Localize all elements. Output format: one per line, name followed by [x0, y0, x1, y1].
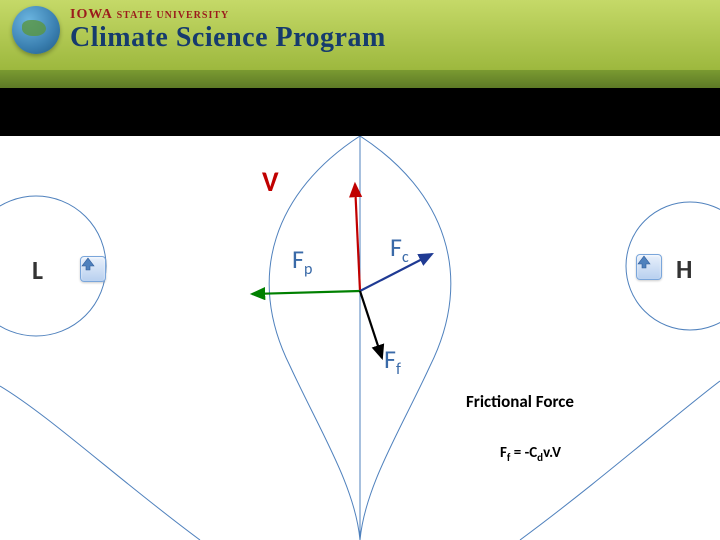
equation: Ff = -Cdv.V: [500, 444, 561, 464]
label-ff: Ff: [384, 343, 401, 379]
header: IOWA STATE UNIVERSITY Climate Science Pr…: [0, 0, 720, 88]
label-fp: Fp: [292, 243, 312, 279]
header-bottom-band: [0, 70, 720, 88]
header-text: IOWA STATE UNIVERSITY Climate Science Pr…: [70, 8, 386, 52]
up-arrow-low-icon: [80, 256, 106, 282]
globe-icon: [12, 6, 60, 54]
diagram-svg: [0, 136, 720, 540]
label-high: H: [676, 253, 692, 285]
caption-frictional-force: Frictional Force: [466, 391, 574, 412]
header-top-band: IOWA STATE UNIVERSITY Climate Science Pr…: [0, 0, 720, 70]
logo-area: IOWA STATE UNIVERSITY Climate Science Pr…: [12, 6, 386, 54]
university-prefix: IOWA: [70, 7, 112, 22]
university-name: IOWA STATE UNIVERSITY: [70, 8, 386, 22]
program-name: Climate Science Program: [70, 24, 386, 52]
black-band: [0, 88, 720, 136]
label-fc: Fc: [390, 231, 409, 267]
force-diagram: V Fp Fc Ff L H Frictional Force Ff = -Cd…: [0, 136, 720, 540]
university-suffix: STATE UNIVERSITY: [117, 10, 230, 21]
label-low: L: [32, 254, 43, 286]
up-arrow-high-icon: [636, 254, 662, 280]
label-v: V: [262, 164, 279, 199]
